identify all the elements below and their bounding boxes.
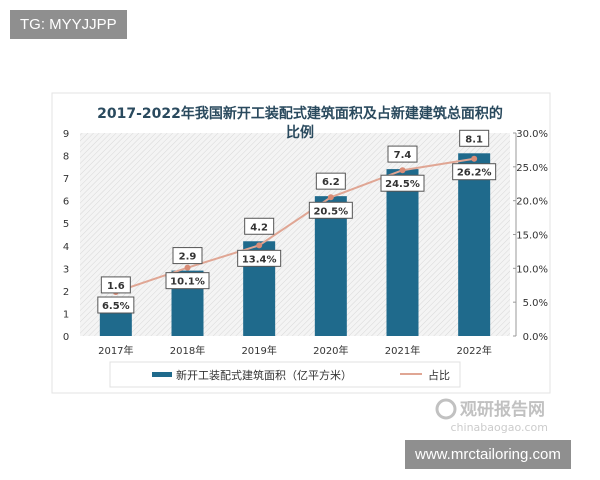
x-axis-tick: 2020年 bbox=[313, 344, 348, 357]
chart-title-line1: 2017-2022年我国新开工装配式建筑面积及占新建建筑总面积的 bbox=[97, 105, 503, 122]
left-axis-tick: 4 bbox=[63, 242, 69, 253]
bar bbox=[458, 153, 491, 336]
bar bbox=[314, 196, 347, 336]
bar-data-label: 4.2 bbox=[250, 222, 268, 233]
logo-text: 观研报告网 bbox=[459, 399, 545, 420]
line-data-label: 26.2% bbox=[457, 168, 492, 179]
line-data-label: 24.5% bbox=[385, 179, 420, 190]
logo: 观研报告网 chinabaogao.com bbox=[435, 398, 549, 434]
bar-data-label: 2.9 bbox=[179, 252, 197, 263]
bar-data-label-box bbox=[315, 172, 346, 190]
legend-bar-label: 新开工装配式建筑面积（亿平方米） bbox=[176, 368, 352, 382]
right-axis-tick: 0.0% bbox=[523, 332, 548, 343]
left-axis-tick: 9 bbox=[63, 129, 69, 140]
line-point bbox=[327, 194, 334, 201]
legend-line-label: 占比 bbox=[428, 368, 450, 382]
bar-data-label-box bbox=[100, 276, 131, 294]
line-data-label: 10.1% bbox=[170, 277, 205, 288]
line-data-label-box bbox=[380, 174, 425, 192]
line-point bbox=[399, 167, 406, 174]
bar-data-label-box bbox=[244, 217, 275, 235]
plot-area bbox=[80, 133, 510, 336]
left-axis-tick: 5 bbox=[63, 219, 69, 230]
line-point bbox=[471, 155, 478, 162]
line-data-label-box bbox=[97, 296, 135, 314]
line-data-label: 13.4% bbox=[242, 254, 277, 265]
line-data-label-box bbox=[237, 249, 282, 267]
left-axis-tick: 2 bbox=[63, 287, 69, 298]
right-axis-tick: 10.0% bbox=[516, 264, 548, 275]
left-axis-tick: 0 bbox=[63, 332, 69, 343]
x-axis-tick: 2018年 bbox=[170, 344, 205, 357]
line-data-label-box bbox=[452, 163, 497, 181]
left-axis-tick: 8 bbox=[63, 152, 69, 163]
left-axis-tick: 1 bbox=[63, 309, 69, 320]
left-axis-tick: 3 bbox=[63, 264, 69, 275]
line-data-label-box bbox=[165, 272, 210, 290]
logo-url: chinabaogao.com bbox=[451, 421, 549, 434]
x-axis-tick: 2021年 bbox=[385, 344, 420, 357]
line-series bbox=[115, 157, 475, 293]
right-axis-tick: 15.0% bbox=[516, 231, 548, 242]
line-data-label: 6.5% bbox=[102, 301, 130, 312]
left-axis-tick: 7 bbox=[63, 174, 69, 185]
bar-data-label-box bbox=[387, 145, 418, 163]
bar-data-label: 7.4 bbox=[394, 150, 412, 161]
bar-data-label: 6.2 bbox=[322, 177, 340, 188]
watermark-top: TG: MYYJJPP bbox=[10, 10, 127, 39]
x-axis-tick: 2017年 bbox=[98, 344, 133, 357]
bar-data-label: 1.6 bbox=[107, 281, 125, 292]
line-point bbox=[256, 242, 263, 249]
right-axis-tick: 25.0% bbox=[516, 163, 548, 174]
line-point bbox=[184, 264, 191, 271]
x-axis-tick: 2022年 bbox=[456, 344, 491, 357]
right-axis-tick: 5.0% bbox=[523, 298, 548, 309]
bar bbox=[386, 169, 419, 336]
bar-data-label: 8.1 bbox=[465, 134, 483, 145]
watermark-bottom: www.mrctailoring.com bbox=[405, 440, 571, 469]
chart-title-line2: 比例 bbox=[286, 124, 314, 141]
right-axis-tick: 20.0% bbox=[516, 197, 548, 208]
bar-data-label-box bbox=[172, 247, 203, 265]
left-axis-tick: 6 bbox=[63, 197, 69, 208]
line-data-label: 20.5% bbox=[313, 206, 348, 217]
x-axis-tick: 2019年 bbox=[241, 344, 276, 357]
right-axis-tick: 30.0% bbox=[516, 129, 548, 140]
bar-data-label-box bbox=[459, 129, 490, 147]
line-data-label-box bbox=[308, 201, 353, 219]
legend-bar-swatch bbox=[152, 372, 172, 377]
